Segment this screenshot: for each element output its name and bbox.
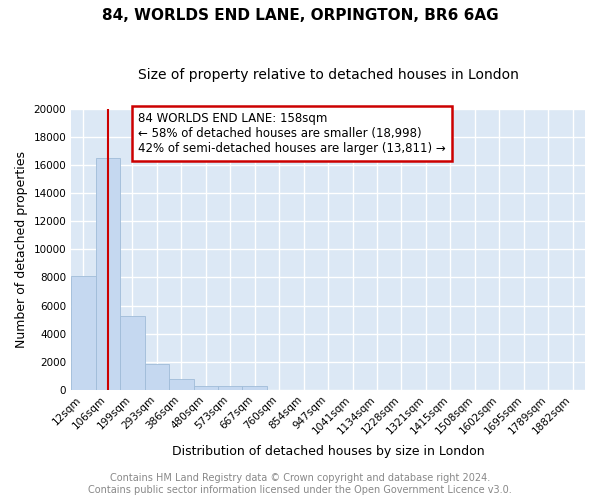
- Bar: [218, 386, 242, 390]
- Bar: [242, 386, 267, 390]
- Text: 84 WORLDS END LANE: 158sqm
← 58% of detached houses are smaller (18,998)
42% of : 84 WORLDS END LANE: 158sqm ← 58% of deta…: [138, 112, 446, 155]
- Bar: [95, 158, 120, 390]
- Bar: [194, 386, 218, 390]
- Bar: [71, 276, 95, 390]
- Text: 84, WORLDS END LANE, ORPINGTON, BR6 6AG: 84, WORLDS END LANE, ORPINGTON, BR6 6AG: [101, 8, 499, 22]
- Bar: [120, 316, 145, 390]
- Bar: [145, 364, 169, 390]
- X-axis label: Distribution of detached houses by size in London: Distribution of detached houses by size …: [172, 444, 484, 458]
- Bar: [169, 379, 194, 390]
- Text: Contains HM Land Registry data © Crown copyright and database right 2024.
Contai: Contains HM Land Registry data © Crown c…: [88, 474, 512, 495]
- Y-axis label: Number of detached properties: Number of detached properties: [15, 151, 28, 348]
- Title: Size of property relative to detached houses in London: Size of property relative to detached ho…: [137, 68, 518, 82]
